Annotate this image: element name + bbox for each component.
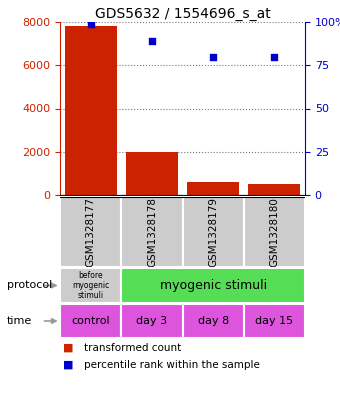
Text: day 3: day 3 <box>136 316 167 326</box>
Bar <box>65 26 117 195</box>
Bar <box>121 268 305 303</box>
Text: before
myogenic
stimuli: before myogenic stimuli <box>72 271 109 300</box>
Bar <box>60 268 121 303</box>
Bar <box>121 197 183 267</box>
Text: GSM1328177: GSM1328177 <box>86 197 96 267</box>
Text: GSM1328178: GSM1328178 <box>147 197 157 267</box>
Bar <box>248 184 301 195</box>
Text: GSM1328179: GSM1328179 <box>208 197 218 267</box>
Text: protocol: protocol <box>7 281 52 290</box>
Point <box>272 53 277 60</box>
Text: day 8: day 8 <box>198 316 229 326</box>
Text: time: time <box>7 316 32 326</box>
Text: control: control <box>71 316 110 326</box>
Text: day 15: day 15 <box>255 316 293 326</box>
Bar <box>60 197 121 267</box>
Text: myogenic stimuli: myogenic stimuli <box>159 279 267 292</box>
Point <box>210 53 216 60</box>
Text: transformed count: transformed count <box>84 343 181 353</box>
Point <box>149 38 155 44</box>
Bar <box>183 304 244 338</box>
Text: ■: ■ <box>63 360 74 370</box>
Bar <box>244 304 305 338</box>
Bar <box>126 152 178 195</box>
Bar <box>60 304 121 338</box>
Text: ■: ■ <box>63 343 74 353</box>
Bar <box>183 197 244 267</box>
Title: GDS5632 / 1554696_s_at: GDS5632 / 1554696_s_at <box>95 7 270 21</box>
Bar <box>187 182 239 195</box>
Bar <box>244 197 305 267</box>
Point <box>88 20 94 27</box>
Bar <box>121 304 183 338</box>
Text: GSM1328180: GSM1328180 <box>269 197 279 267</box>
Text: percentile rank within the sample: percentile rank within the sample <box>84 360 260 370</box>
